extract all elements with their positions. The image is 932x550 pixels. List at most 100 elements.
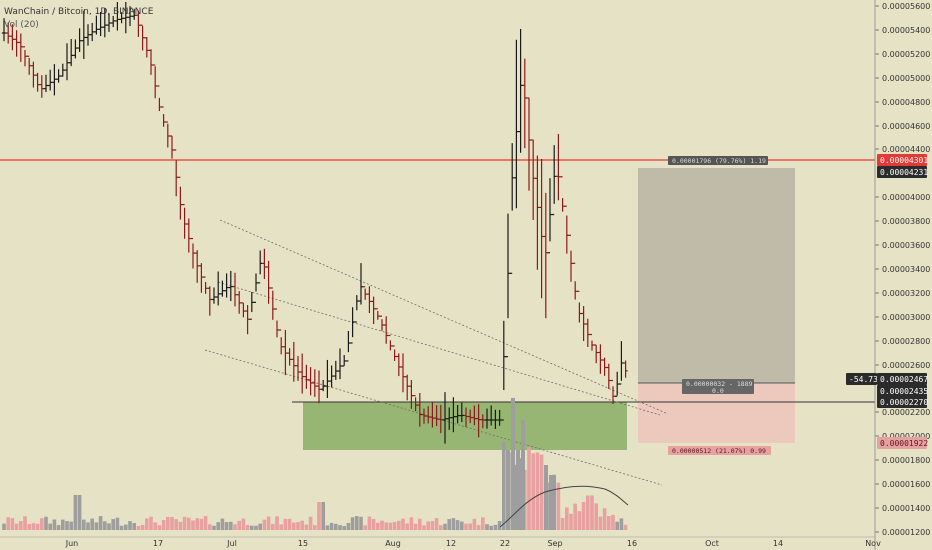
volume-bar [191,520,195,530]
price-tag-label: 0.00004301 [880,156,928,165]
time-tick-label: 16 [627,539,637,548]
volume-bar [418,518,422,530]
volume-bar [443,523,447,530]
volume-bar [560,518,565,530]
volume-bar [569,513,573,530]
volume-bar [607,515,611,530]
entry-label: 0.00000032 - 1889 0.0 [682,379,754,395]
channel-mid-line [217,281,661,416]
volume-bar [367,516,372,530]
volume-bar [220,518,225,530]
volume-bar [166,516,170,530]
volume-bar [107,523,111,530]
volume-bar [426,521,430,530]
volume-bar [511,398,515,530]
volume-bar [153,522,157,530]
volume-bar [90,518,94,530]
volume-bar [52,519,57,530]
volume-bar [549,475,553,530]
volume-bar [544,465,548,530]
volume-bar [174,519,178,530]
volume-bar [2,523,6,530]
volume-bar [216,522,220,530]
price-tag-label: 0.00002270 [880,398,928,407]
volume-bar [170,517,174,530]
time-tick-label: Sep [547,539,562,548]
volume-bar [73,495,78,530]
volume-legend[interactable]: Vol (20) [4,20,39,30]
volume-bar [565,507,569,530]
volume-bar [594,503,598,530]
price-tick-label: 0.00003000 [882,313,930,322]
volume-bar [397,520,401,530]
volume-bar [527,447,531,530]
price-tick-label: 0.00002800 [882,337,930,346]
volume-bar [115,517,120,530]
profit-zone [638,168,795,383]
price-tick-label: 0.00001600 [882,480,930,489]
volume-bar [405,523,409,530]
volume-bar [611,514,615,530]
symbol-title[interactable]: WanChain / Bitcoin, 1D, BINANCE [4,7,154,17]
volume-bar [195,518,199,530]
price-tag-label: 0.00002435 [880,387,928,396]
volume-bar [283,518,288,530]
volume-bar [623,524,628,530]
entry-label-sub: 0.0 [712,387,724,395]
volume-bar [254,525,258,530]
price-tag [877,166,927,178]
volume-bar [371,518,376,530]
volume-bar [586,495,590,530]
volume-bar [359,516,363,530]
volume-bar [590,495,594,530]
volume-bar [136,525,141,530]
volume-bar [275,516,279,530]
volume-bar [481,517,485,530]
volume-bar [258,523,262,530]
volume-bar [615,521,619,530]
volume-bar [468,523,472,530]
volume-bar [132,523,136,530]
volume-bar [363,525,367,530]
price-bars [1,2,628,444]
volume-bar [413,523,418,530]
volume-bar [212,525,216,530]
volume-bar [388,522,393,530]
volume-bar [65,521,69,530]
price-tick-label: 0.00003400 [882,265,930,274]
target-label-text: 0.00001796 (79.76%) 1.19 [672,157,766,165]
volume-bar [44,516,48,530]
volume-bar [380,520,384,530]
volume-bar [199,518,204,530]
volume-bar [203,516,208,530]
channel-upper-line [219,219,669,415]
volume-bar [82,519,86,530]
price-tick-label: 0.00005600 [882,2,930,11]
stop-label-text: 0.00000512 (21.07%) 0.99 [672,447,766,455]
volume-bar [98,516,103,530]
time-axis[interactable]: Jun 17 Jul 15 Aug 12 22 Sep 16 Oct 14 Nov [0,536,881,548]
volume-bar [245,524,250,530]
volume-bar [317,502,321,530]
price-tag [877,373,927,385]
volume-bar [250,525,254,530]
stop-label: 0.00000512 (21.07%) 0.99 [668,446,771,455]
price-tick-label: 0.00003600 [882,241,930,250]
volume-bar [6,517,10,530]
volume-bar [111,519,115,530]
volume-bar [556,482,561,530]
volume-bar [422,525,426,530]
volume-bar [493,524,498,530]
volume-bar [262,519,267,530]
price-axis[interactable]: 0.00005600 0.00005400 0.00005200 0.00005000… [874,0,930,550]
time-tick-label: 17 [153,539,163,548]
price-tag [877,385,927,397]
volume-bar [506,450,510,530]
volume-bar [77,495,82,530]
volume-bar [464,523,468,530]
price-tag [846,373,877,385]
support-zone [303,402,627,450]
time-tick-label: Oct [705,539,719,548]
price-tags: 0.00004301 0.00004231 -54.73%0.00002467 0.0… [846,154,928,449]
